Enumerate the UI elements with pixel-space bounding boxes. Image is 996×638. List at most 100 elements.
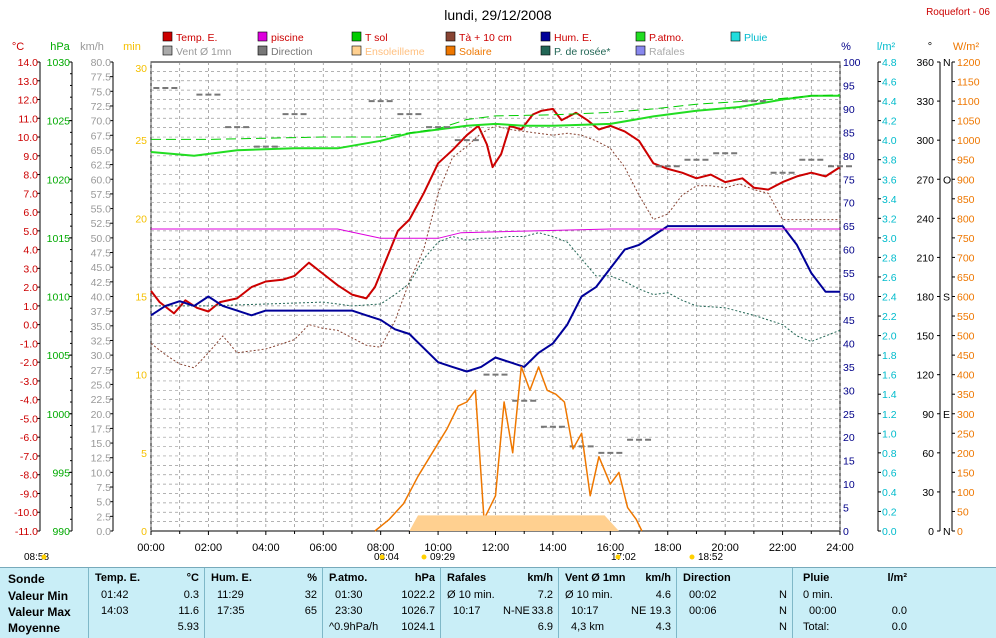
dir-min: N bbox=[779, 589, 787, 601]
temp-min: 0.3 bbox=[183, 589, 199, 601]
dir-letter: S bbox=[943, 292, 950, 304]
y-tick-label: 990 bbox=[52, 526, 70, 538]
y-tick-label: 55 bbox=[843, 268, 855, 280]
temp-max: 11.6 bbox=[178, 605, 199, 617]
gust-min: 7.2 bbox=[537, 589, 553, 601]
x-tick-label: 18:00 bbox=[654, 542, 682, 554]
x-tick-label: 20:00 bbox=[711, 542, 739, 554]
y-tick-label: 7.0 bbox=[23, 188, 38, 200]
y-tick-label: 5 bbox=[843, 503, 849, 515]
y-tick-label: 1.0 bbox=[882, 428, 897, 440]
legend-swatch bbox=[540, 45, 551, 56]
y-tick-label: 300 bbox=[957, 409, 975, 421]
hum-min-time: 11:29 bbox=[217, 589, 244, 601]
x-tick-label: 08:00 bbox=[367, 542, 395, 554]
y-tick-label: 20.0 bbox=[91, 409, 112, 421]
legend-swatch bbox=[162, 31, 173, 42]
y-tick-label: 35 bbox=[843, 362, 855, 374]
y-tick-label: 1030 bbox=[47, 57, 71, 69]
y-tick-label: -10.0 bbox=[14, 507, 38, 519]
dir-max: N bbox=[779, 605, 787, 617]
gust-unit: km/h bbox=[527, 572, 553, 584]
y-tick-label: 72.5 bbox=[91, 101, 112, 113]
press-max: 1026.7 bbox=[401, 605, 435, 617]
sun-time-label: 18:52 bbox=[698, 552, 723, 563]
y-tick-label: 2.8 bbox=[882, 252, 897, 264]
y-tick-label: 2.0 bbox=[882, 331, 897, 343]
legend-label: P. de rosée* bbox=[554, 46, 610, 58]
y-tick-label: 100 bbox=[843, 57, 861, 69]
legend-swatch bbox=[162, 45, 173, 56]
y-tick-label: 360 bbox=[916, 57, 934, 69]
y-tick-label: 12.5 bbox=[91, 453, 112, 465]
rain-header: Pluie bbox=[803, 572, 830, 584]
y-tick-label: 50.0 bbox=[91, 233, 112, 245]
rain-total: 0.0 bbox=[891, 621, 907, 633]
legend-label: Ensoleilleme bbox=[365, 46, 425, 58]
y-tick-label: 5 bbox=[141, 448, 147, 460]
y-tick-label: 995 bbox=[52, 467, 70, 479]
y-tick-label: 50 bbox=[843, 292, 855, 304]
wind-max: 19.3 bbox=[649, 605, 671, 617]
y-tick-label: 30 bbox=[135, 63, 147, 75]
x-tick-label: 06:00 bbox=[309, 542, 337, 554]
legend-swatch bbox=[257, 45, 268, 56]
y-tick-label: -1.0 bbox=[20, 338, 38, 350]
y-tick-label: 0.8 bbox=[882, 448, 897, 460]
y-tick-label: 22.5 bbox=[91, 394, 112, 406]
y-tick-label: 25.0 bbox=[91, 379, 112, 391]
y-tick-label: 1.6 bbox=[882, 370, 897, 382]
y-tick-label: 85 bbox=[843, 127, 855, 139]
press-min-time: 01:30 bbox=[335, 589, 363, 601]
sun-time-marker bbox=[421, 554, 427, 560]
y-tick-label: 10 bbox=[135, 370, 147, 382]
y-tick-label: -5.0 bbox=[20, 413, 38, 425]
y-tick-label: 65 bbox=[843, 221, 855, 233]
rain-unit: l/m² bbox=[887, 572, 907, 584]
y-tick-label: 47.5 bbox=[91, 248, 112, 260]
sun-time-marker bbox=[379, 554, 385, 560]
y-tick-label: 30 bbox=[922, 487, 934, 499]
y-tick-label: 95 bbox=[843, 80, 855, 92]
y-tick-label: 3.0 bbox=[882, 233, 897, 245]
y-tick-label: 9.0 bbox=[23, 151, 38, 163]
dir-letter: O bbox=[943, 174, 951, 186]
gust-max-time: 10:17 bbox=[453, 605, 481, 617]
y-tick-label: 1200 bbox=[957, 57, 981, 69]
y-tick-label: 20 bbox=[843, 432, 855, 444]
x-tick-label: 00:00 bbox=[137, 542, 165, 554]
wind-min: 4.6 bbox=[655, 589, 671, 601]
wind-run: 4,3 km bbox=[571, 621, 605, 633]
summary-table: Sonde Valeur Min Valeur Max Moyenne Temp… bbox=[0, 567, 996, 638]
y-tick-label: 75.0 bbox=[91, 86, 112, 98]
y-tick-label: 0.2 bbox=[882, 506, 897, 518]
y-tick-label: 4.6 bbox=[882, 77, 897, 89]
y-tick-label: 350 bbox=[957, 389, 975, 401]
y-tick-label: 2.5 bbox=[96, 511, 111, 523]
series-hum-e bbox=[150, 225, 840, 373]
hum-max-time: 17:35 bbox=[217, 605, 245, 617]
rain-max: 0.0 bbox=[891, 605, 907, 617]
axis-unit-label: km/h bbox=[80, 41, 104, 53]
y-tick-label: 45.0 bbox=[91, 262, 112, 274]
y-tick-label: 450 bbox=[957, 350, 975, 362]
y-tick-label: 4.4 bbox=[882, 96, 897, 108]
wind-max-time: 10:17 bbox=[571, 605, 599, 617]
series-t-sol bbox=[150, 94, 840, 157]
x-tick-label: 12:00 bbox=[482, 542, 510, 554]
y-tick-label: 600 bbox=[957, 292, 975, 304]
gust-min-label: Ø 10 min. bbox=[447, 589, 495, 601]
y-tick-label: 1.8 bbox=[882, 350, 897, 362]
gust-avg: 6.9 bbox=[537, 621, 553, 633]
series-piscine bbox=[151, 228, 840, 239]
y-tick-label: -9.0 bbox=[20, 488, 38, 500]
legend-label: Vent Ø 1mn bbox=[176, 46, 232, 58]
y-tick-label: 0 bbox=[141, 526, 147, 538]
legend-label: Rafales bbox=[649, 46, 685, 58]
y-tick-label: -4.0 bbox=[20, 395, 38, 407]
y-tick-label: 1000 bbox=[47, 409, 71, 421]
y-tick-label: 210 bbox=[916, 252, 934, 264]
y-tick-label: -3.0 bbox=[20, 376, 38, 388]
series-ensoleilleme bbox=[409, 515, 619, 531]
chart-axes: 00:00 02:00 04:00 06:00 08:00 10:00 12:00 14:00… bbox=[12, 41, 981, 563]
